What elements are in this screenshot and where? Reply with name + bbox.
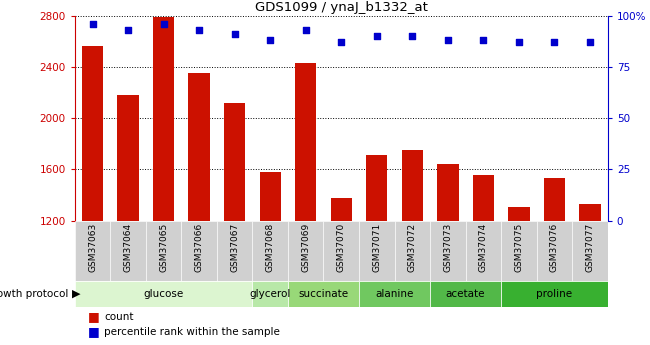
Bar bbox=[224, 103, 245, 345]
Bar bbox=[288, 221, 324, 281]
Text: GSM37075: GSM37075 bbox=[514, 223, 523, 273]
Bar bbox=[252, 281, 288, 307]
Bar bbox=[295, 63, 317, 345]
Point bbox=[407, 33, 417, 39]
Bar bbox=[153, 17, 174, 345]
Bar bbox=[75, 281, 252, 307]
Text: growth protocol: growth protocol bbox=[0, 289, 72, 299]
Bar bbox=[331, 198, 352, 345]
Bar bbox=[572, 221, 608, 281]
Bar bbox=[217, 221, 252, 281]
Bar bbox=[501, 221, 537, 281]
Bar bbox=[288, 281, 359, 307]
Point bbox=[514, 39, 524, 45]
Bar bbox=[188, 73, 210, 345]
Bar bbox=[181, 221, 217, 281]
Bar bbox=[259, 172, 281, 345]
Text: GSM37073: GSM37073 bbox=[443, 223, 452, 273]
Bar bbox=[437, 164, 458, 345]
Point bbox=[478, 37, 489, 43]
Title: GDS1099 / ynaJ_b1332_at: GDS1099 / ynaJ_b1332_at bbox=[255, 1, 428, 14]
Text: GSM37076: GSM37076 bbox=[550, 223, 559, 273]
Text: GSM37070: GSM37070 bbox=[337, 223, 346, 273]
Text: GSM37067: GSM37067 bbox=[230, 223, 239, 273]
Text: succinate: succinate bbox=[298, 289, 348, 299]
Bar bbox=[252, 221, 288, 281]
Bar bbox=[75, 221, 110, 281]
Text: count: count bbox=[104, 312, 133, 322]
Point bbox=[123, 27, 133, 33]
Bar bbox=[465, 221, 501, 281]
Bar bbox=[430, 221, 465, 281]
Text: GSM37077: GSM37077 bbox=[586, 223, 595, 273]
Bar bbox=[366, 155, 387, 345]
Bar bbox=[324, 221, 359, 281]
Bar bbox=[395, 221, 430, 281]
Text: GSM37063: GSM37063 bbox=[88, 223, 97, 273]
Bar bbox=[402, 150, 423, 345]
Text: GSM37072: GSM37072 bbox=[408, 223, 417, 272]
Text: glycerol: glycerol bbox=[250, 289, 291, 299]
Text: percentile rank within the sample: percentile rank within the sample bbox=[104, 327, 280, 337]
Bar bbox=[82, 46, 103, 345]
Point bbox=[585, 39, 595, 45]
Bar bbox=[359, 221, 395, 281]
Bar bbox=[359, 281, 430, 307]
Point bbox=[300, 27, 311, 33]
Text: proline: proline bbox=[536, 289, 573, 299]
Point bbox=[229, 31, 240, 37]
Text: alanine: alanine bbox=[375, 289, 414, 299]
Point bbox=[194, 27, 204, 33]
Text: GSM37066: GSM37066 bbox=[194, 223, 203, 273]
Point bbox=[159, 21, 169, 27]
Bar bbox=[508, 207, 530, 345]
Bar bbox=[537, 221, 572, 281]
Text: ■: ■ bbox=[88, 310, 103, 323]
Bar bbox=[473, 175, 494, 345]
Bar bbox=[111, 221, 146, 281]
Point bbox=[265, 37, 276, 43]
Point bbox=[87, 21, 98, 27]
Text: GSM37074: GSM37074 bbox=[479, 223, 488, 272]
Bar bbox=[501, 281, 608, 307]
Text: glucose: glucose bbox=[144, 289, 184, 299]
Bar bbox=[118, 95, 138, 345]
Point bbox=[336, 39, 346, 45]
Point bbox=[443, 37, 453, 43]
Text: GSM37065: GSM37065 bbox=[159, 223, 168, 273]
Text: GSM37071: GSM37071 bbox=[372, 223, 382, 273]
Bar bbox=[146, 221, 181, 281]
Text: GSM37068: GSM37068 bbox=[266, 223, 275, 273]
Point bbox=[372, 33, 382, 39]
Bar bbox=[430, 281, 501, 307]
Text: GSM37069: GSM37069 bbox=[301, 223, 310, 273]
Text: acetate: acetate bbox=[446, 289, 486, 299]
Bar bbox=[544, 178, 565, 345]
Text: GSM37064: GSM37064 bbox=[124, 223, 133, 272]
Text: ▶: ▶ bbox=[72, 289, 80, 299]
Bar bbox=[579, 204, 601, 345]
Point bbox=[549, 39, 560, 45]
Text: ■: ■ bbox=[88, 325, 103, 338]
